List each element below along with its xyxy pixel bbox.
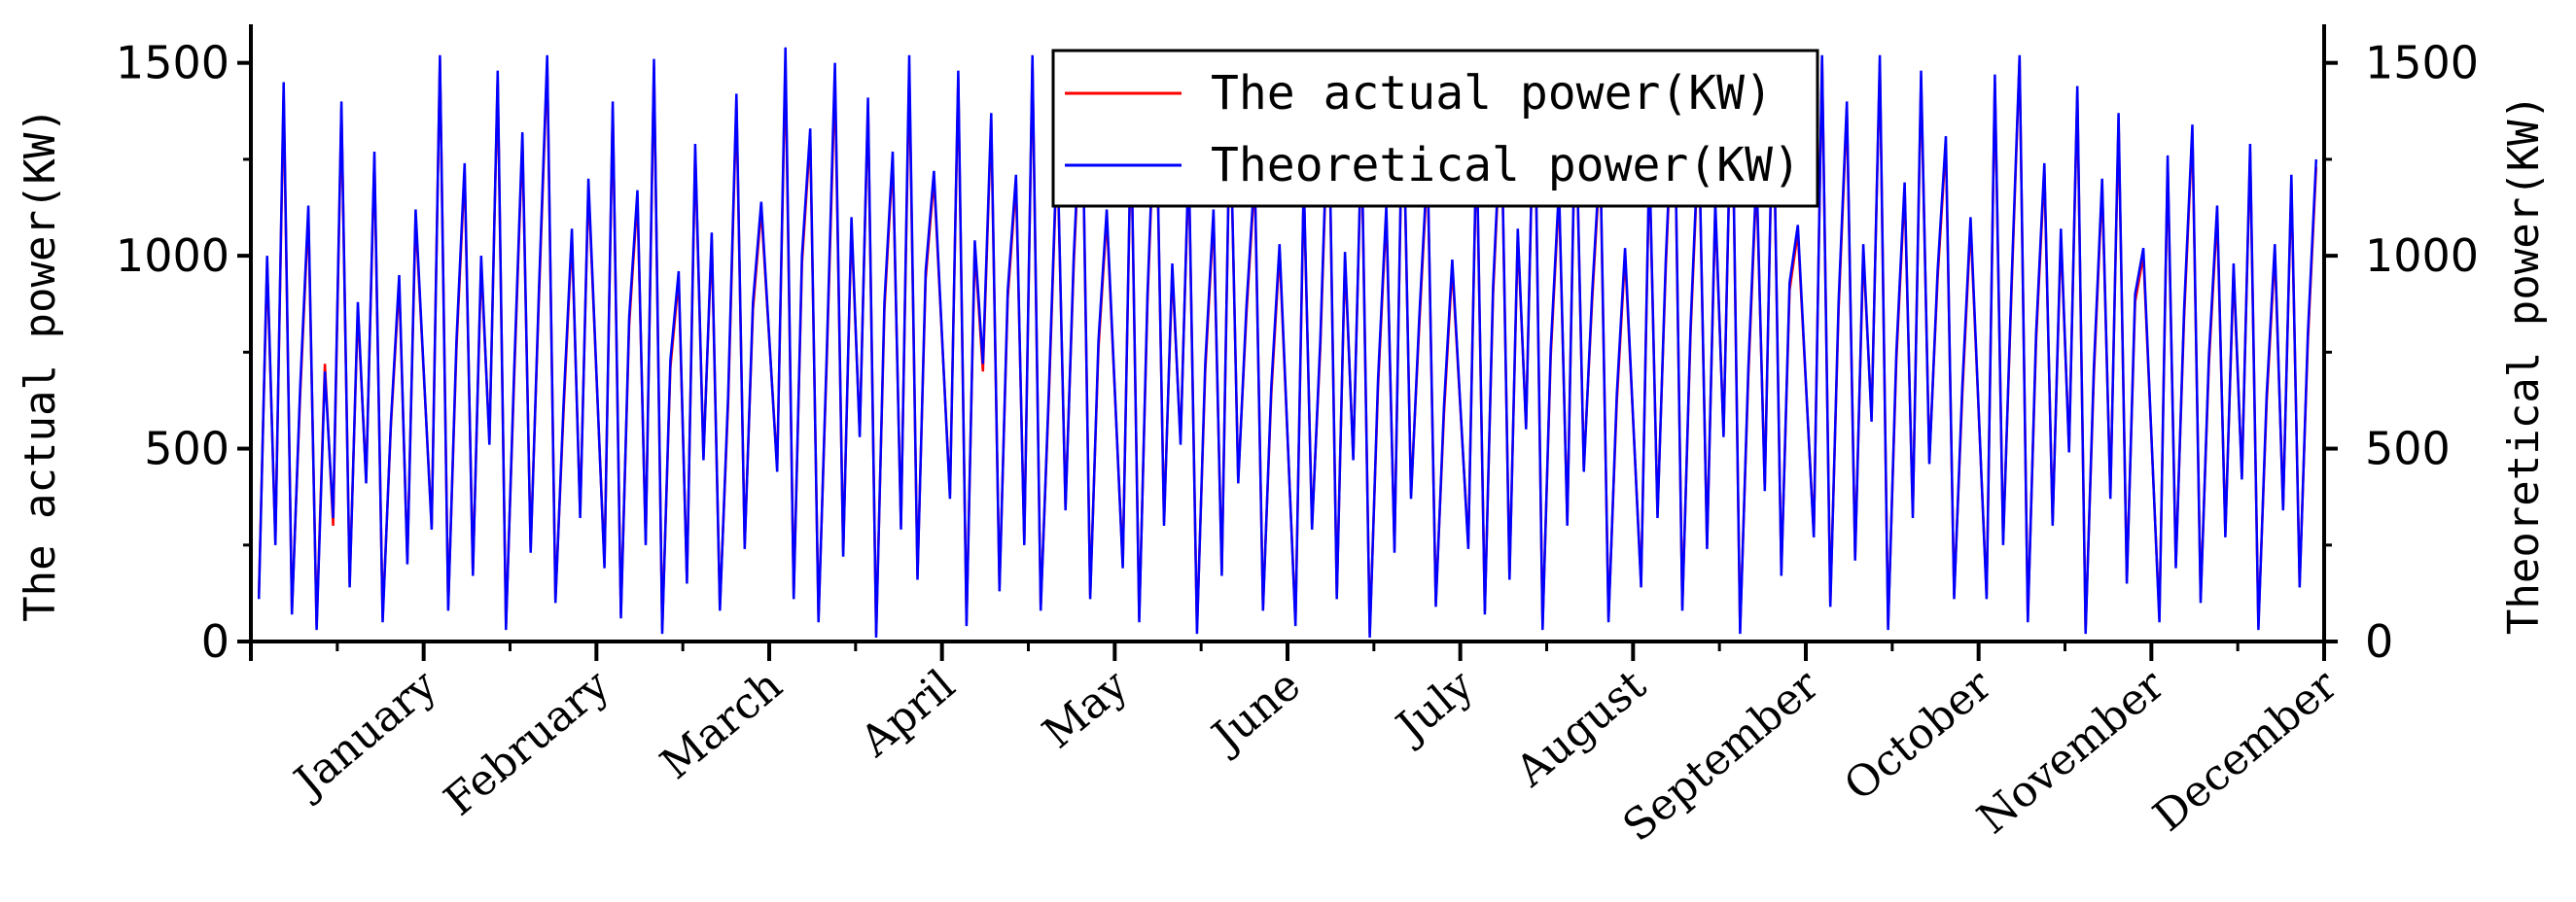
left-y-axis-title: The actual power(KW) bbox=[16, 107, 65, 622]
x-tick-label-january: January bbox=[283, 660, 446, 809]
ticks-layer bbox=[237, 60, 2338, 661]
x-tick-label-may: May bbox=[1034, 660, 1138, 758]
right-y-tick-label: 500 bbox=[2365, 423, 2451, 475]
legend-box bbox=[1051, 49, 1819, 208]
right-y-axis-title: Theoretical power(KW) bbox=[2499, 94, 2549, 635]
legend-actual-label: The actual power(KW) bbox=[1211, 66, 1773, 121]
series-line-theoretical-power bbox=[257, 47, 2318, 639]
x-tick-label-october: October bbox=[1835, 660, 2002, 811]
legend-theoretical-label: Theoretical power(KW) bbox=[1211, 138, 1801, 192]
x-tick-label-march: March bbox=[652, 660, 792, 788]
x-tick-label-february: February bbox=[435, 660, 618, 825]
series-layer bbox=[257, 47, 2318, 639]
x-tick-label-june: June bbox=[1200, 660, 1310, 763]
right-y-tick-label: 1000 bbox=[2365, 229, 2479, 282]
left-y-tick-label: 0 bbox=[201, 615, 229, 668]
legend: The actual power(KW) Theoretical power(K… bbox=[1051, 49, 1819, 208]
x-tick-label-november: November bbox=[1968, 660, 2174, 844]
x-tick-label-august: August bbox=[1506, 660, 1656, 797]
right-y-tick-label: 1500 bbox=[2365, 37, 2479, 89]
left-y-tick-label: 500 bbox=[144, 423, 229, 475]
x-tick-label-april: April bbox=[851, 660, 965, 767]
right-y-tick-label: 0 bbox=[2365, 615, 2393, 668]
left-y-tick-label: 1000 bbox=[116, 229, 229, 282]
x-tick-label-december: December bbox=[2144, 660, 2347, 842]
x-tick-label-july: July bbox=[1385, 660, 1483, 753]
left-y-tick-label: 1500 bbox=[116, 37, 229, 89]
